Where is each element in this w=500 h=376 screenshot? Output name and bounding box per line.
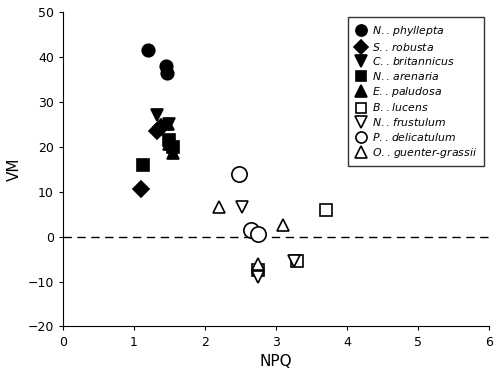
X-axis label: NPQ: NPQ <box>260 354 292 369</box>
Legend: $\it{N.}$. $\it{phyllepta}$, $\it{S.}$. $\it{robusta}$, $\it{C.}$. $\it{britanni: $\it{N.}$. $\it{phyllepta}$, $\it{S.}$. … <box>348 17 484 166</box>
Y-axis label: VM: VM <box>7 158 22 181</box>
